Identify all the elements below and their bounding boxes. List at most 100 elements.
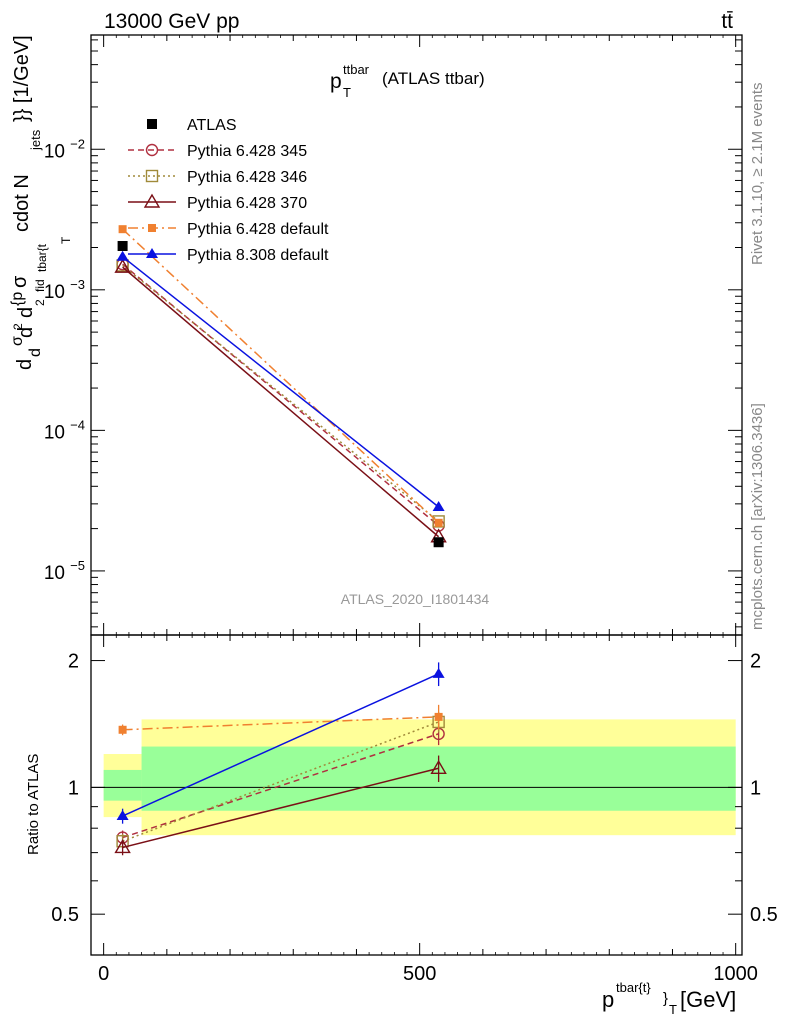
ratio-ytick-label-right-2: 2 bbox=[750, 651, 761, 673]
ratio-series-4-point-0 bbox=[116, 810, 129, 821]
svg-text:[GeV]: [GeV] bbox=[680, 987, 736, 1012]
legend-label-0: ATLAS bbox=[187, 117, 237, 134]
svg-text:d: d bbox=[14, 359, 36, 370]
ylabel-frac-sup-sigma: 2 bbox=[11, 323, 25, 330]
top-ytick-label-3: 10 bbox=[44, 141, 65, 162]
ratio-ytick-label-left-0: 0.5 bbox=[51, 904, 79, 926]
svg-text:(ATLAS ttbar): (ATLAS ttbar) bbox=[382, 69, 485, 88]
top-ytick-exp-2: −3 bbox=[70, 277, 85, 292]
ylabel-frac-sup-tbar: tbar{t bbox=[35, 243, 49, 272]
ratio-series-layer bbox=[114, 662, 447, 856]
ratio-frame bbox=[90, 634, 743, 956]
svg-text:σ: σ bbox=[9, 336, 26, 346]
xtick-label-0: 0 bbox=[98, 963, 109, 985]
ratio-series-3-point-1 bbox=[434, 712, 443, 721]
svg-text:}} [1/GeV]: }} [1/GeV] bbox=[11, 35, 33, 122]
xlabel-main: p bbox=[602, 987, 614, 1012]
ylabel-frac-sigma-char: σ bbox=[9, 275, 31, 288]
ratio-series-3-point-0 bbox=[118, 725, 127, 734]
svg-text:σ: σ bbox=[9, 275, 31, 288]
ylabel-frac-den2: d bbox=[15, 307, 37, 318]
legend-marker-0 bbox=[147, 119, 157, 129]
top-data-point-1 bbox=[433, 537, 444, 548]
ylabel-frac-num: d bbox=[14, 359, 36, 370]
top-data-layer bbox=[117, 240, 444, 548]
ratio-series-2-point-0 bbox=[114, 839, 131, 854]
ylabel-frac-sub-T: T bbox=[59, 236, 73, 244]
legend-label-5: Pythia 8.308 default bbox=[187, 247, 329, 264]
ratio-series-line-0 bbox=[122, 733, 439, 839]
top-series-line-2 bbox=[122, 266, 440, 538]
top-y-axis-label: d d σ d 2 d {p 2 fid σ tbar{t T cdot N j… bbox=[9, 35, 73, 370]
ratio-ytick-label-left-2: 2 bbox=[68, 651, 79, 673]
ylabel-top-main: cdot N bbox=[11, 174, 33, 232]
ratio-axes: 0.5 0.5 1 1 2 2 0 500 1000 bbox=[51, 634, 778, 985]
svg-text:d: d bbox=[15, 307, 37, 318]
ratio-series-2-point-1 bbox=[430, 759, 447, 774]
x-axis-label: p tbar{t} } T [GeV] bbox=[602, 980, 736, 1017]
ratio-series-line-2 bbox=[122, 767, 439, 849]
svg-text:jets: jets bbox=[28, 129, 43, 151]
top-series-line-0 bbox=[122, 263, 440, 527]
legend-label-3: Pythia 6.428 370 bbox=[187, 195, 307, 212]
top-series-line-3 bbox=[122, 228, 440, 524]
process-label: tt̄ bbox=[721, 10, 733, 33]
plot-title: p ttbar T (ATLAS ttbar) bbox=[330, 62, 485, 100]
svg-text:T: T bbox=[343, 85, 351, 100]
svg-text:tbar{t}: tbar{t} bbox=[616, 980, 651, 995]
ratio-y-axis-label: Ratio to ATLAS bbox=[25, 754, 42, 855]
svg-text:{p: {p bbox=[9, 292, 26, 306]
legend-label-4: Pythia 6.428 default bbox=[187, 221, 329, 238]
ratio-series-line-3 bbox=[122, 716, 439, 731]
top-data-point-0 bbox=[117, 240, 128, 251]
svg-text:d: d bbox=[27, 348, 44, 357]
top-ytick-label-1: 10 bbox=[44, 422, 65, 443]
ratio-series-line-4 bbox=[122, 673, 439, 817]
top-ytick-exp-0: −5 bbox=[70, 558, 85, 573]
ylabel-frac-num2: d bbox=[27, 348, 44, 357]
xtick-label-2: 1000 bbox=[713, 963, 758, 985]
top-series-3-point-0 bbox=[118, 225, 127, 234]
ylabel-top-sub: jets bbox=[28, 129, 43, 151]
top-ytick-exp-1: −4 bbox=[70, 417, 85, 432]
xlabel-units: [GeV] bbox=[680, 987, 736, 1012]
title-suffix: (ATLAS ttbar) bbox=[382, 69, 485, 88]
legend-marker-5 bbox=[146, 248, 158, 258]
top-ytick-label-0: 10 bbox=[44, 563, 65, 584]
energy-label: 13000 GeV pp bbox=[104, 10, 239, 33]
top-series-layer bbox=[114, 225, 447, 543]
ratio-ytick-label-right-1: 1 bbox=[750, 777, 761, 799]
svg-text:2: 2 bbox=[33, 299, 47, 306]
top-series-3-point-1 bbox=[434, 518, 443, 527]
svg-text:p: p bbox=[602, 987, 614, 1012]
ylabel-frac-den: σ bbox=[9, 336, 26, 346]
top-ytick-label-2: 10 bbox=[44, 282, 65, 303]
ratio-ytick-label-left-1: 1 bbox=[68, 777, 79, 799]
ratio-series-line-1 bbox=[122, 721, 439, 842]
legend: ATLAS Pythia 6.428 345 Pythia 6.428 346 Pyt… bbox=[128, 117, 329, 264]
svg-text:ttbar: ttbar bbox=[343, 62, 370, 77]
legend-marker-2 bbox=[145, 169, 159, 183]
svg-text:T: T bbox=[669, 1002, 677, 1017]
ylabel-frac-sup-den: 2 bbox=[33, 299, 47, 306]
ylabel-frac-den3: {p bbox=[9, 292, 26, 306]
top-series-2-point-0 bbox=[114, 258, 131, 273]
svg-text:}: } bbox=[663, 990, 668, 1007]
ratio-ytick-label-right-0: 0.5 bbox=[750, 904, 778, 926]
ratio-bands bbox=[91, 719, 742, 836]
top-series-4-point-0 bbox=[116, 250, 129, 261]
svg-text:cdot N: cdot N bbox=[11, 174, 33, 232]
svg-text:d: d bbox=[15, 327, 37, 338]
xlabel-sub: } bbox=[663, 990, 668, 1007]
top-series-line-4 bbox=[122, 256, 440, 508]
ylabel-frac-num3: d bbox=[15, 327, 37, 338]
mcplots-label: mcplots.cern.ch [arXiv:1306.3436] bbox=[749, 403, 766, 630]
svg-text:p: p bbox=[330, 70, 342, 93]
top-series-line-1 bbox=[122, 264, 440, 522]
title-main: p bbox=[330, 70, 342, 93]
analysis-watermark: ATLAS_2020_I1801434 bbox=[341, 591, 490, 607]
svg-text:tbar{t: tbar{t bbox=[35, 243, 49, 272]
ratio-band-green-0 bbox=[103, 769, 142, 801]
rivet-label: Rivet 3.1.10, ≥ 2.1M events bbox=[749, 83, 766, 266]
